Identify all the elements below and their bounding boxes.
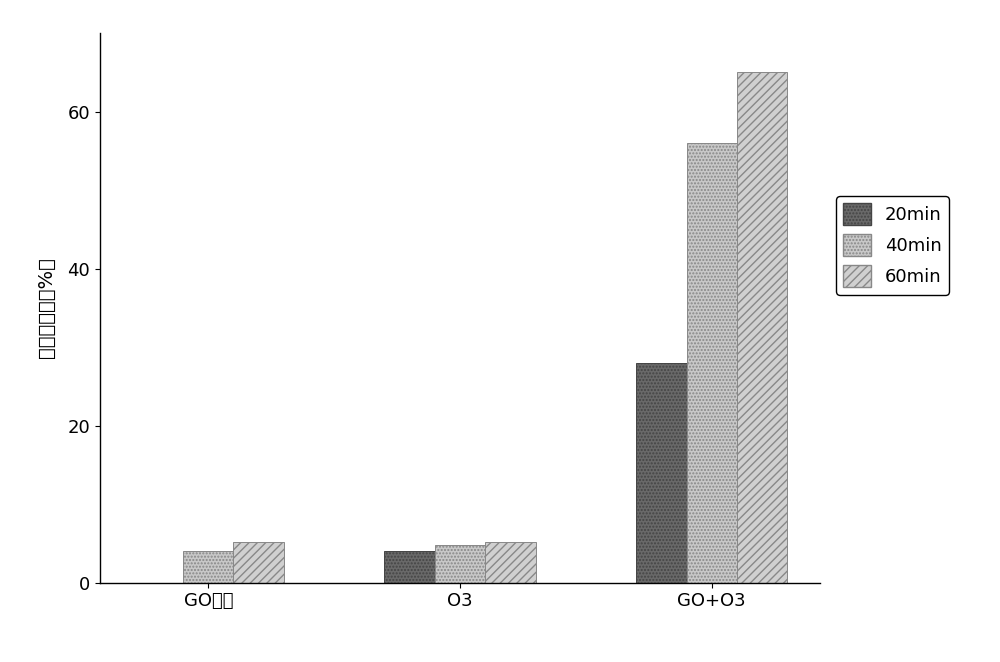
Y-axis label: 草酸去除率（%）: 草酸去除率（%） [37,258,56,358]
Legend: 20min, 40min, 60min: 20min, 40min, 60min [836,196,949,295]
Bar [183,551,233,583]
Bar [384,551,435,583]
Bar [485,542,536,583]
Bar [233,542,284,583]
Bar [636,363,687,583]
Bar [687,143,737,583]
Bar [435,545,485,583]
Bar [737,72,787,583]
